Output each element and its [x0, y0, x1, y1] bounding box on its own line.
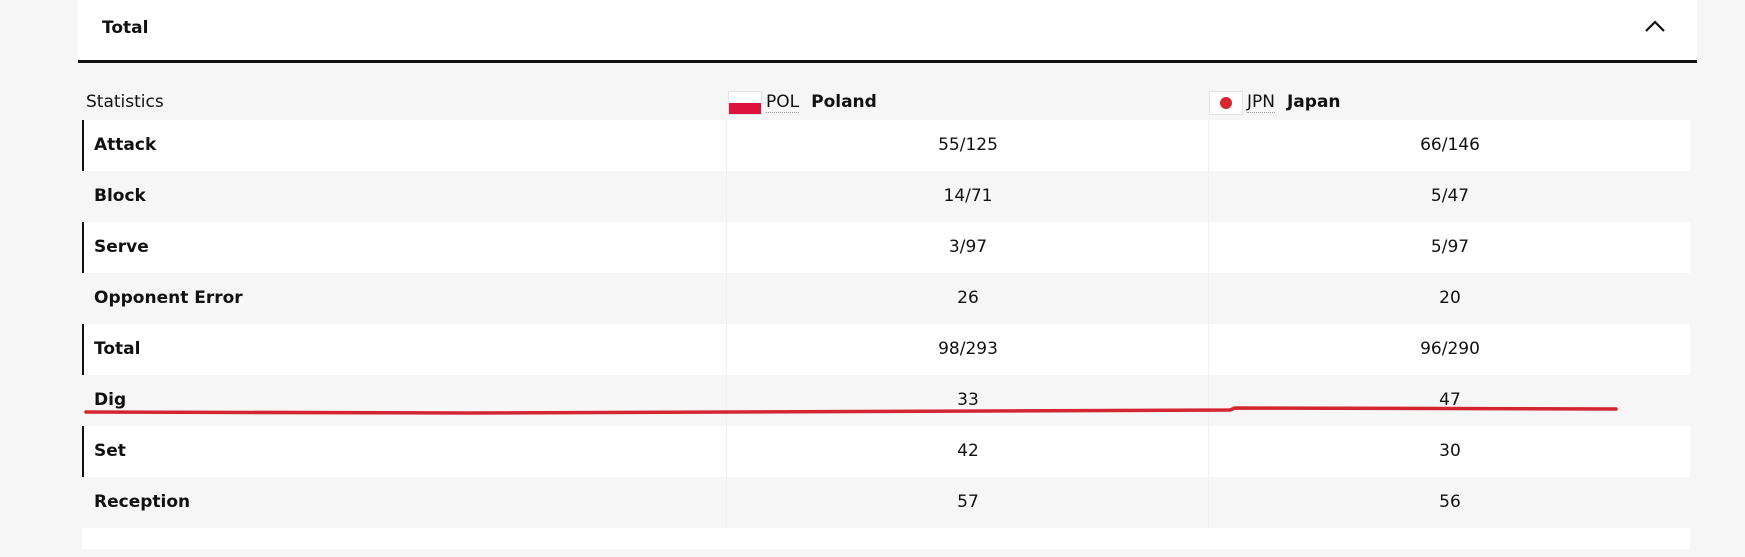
stat-value: 20 — [1208, 273, 1691, 324]
stat-name: Block — [94, 186, 146, 206]
stat-value: 47 — [1208, 375, 1691, 426]
stat-value: 96/290 — [1208, 324, 1691, 375]
stat-value: 3/97 — [726, 222, 1209, 273]
stat-value: 14/71 — [726, 171, 1209, 222]
stat-value: 42 — [726, 426, 1209, 477]
table-header: Statistics POL Poland JPN Japan — [82, 84, 1690, 118]
stat-value: 98/293 — [726, 324, 1209, 375]
stat-value: 55/125 — [726, 120, 1209, 171]
stat-name: Total — [94, 339, 141, 359]
stat-name: Set — [94, 441, 126, 461]
stat-name: Opponent Error — [94, 288, 243, 308]
stat-value: 66/146 — [1208, 120, 1691, 171]
table-row: Attack 55/125 66/146 — [82, 120, 1690, 171]
column-header: Statistics — [86, 92, 164, 112]
table-row: Total 98/293 96/290 — [82, 324, 1690, 375]
stat-value: 5/47 — [1208, 171, 1691, 222]
stat-value: 26 — [726, 273, 1209, 324]
team-code: POL — [766, 92, 800, 113]
section-header[interactable]: Total — [78, 0, 1697, 63]
table-row: Dig 33 47 — [82, 375, 1690, 426]
stat-value: 57 — [726, 477, 1209, 528]
stat-value: 5/97 — [1208, 222, 1691, 273]
collapse-icon[interactable] — [1643, 18, 1667, 34]
table-row: Reception 57 56 — [82, 477, 1690, 528]
table-row: Serve 3/97 5/97 — [82, 222, 1690, 273]
stat-name: Reception — [94, 492, 191, 512]
team-name: Poland — [811, 92, 877, 112]
table-footer — [82, 528, 1690, 549]
stat-value: 30 — [1208, 426, 1691, 477]
flag-poland — [729, 92, 761, 114]
stat-value: 56 — [1208, 477, 1691, 528]
team-header: JPN Japan — [1247, 92, 1341, 113]
stat-value: 33 — [726, 375, 1209, 426]
team-header: POL Poland — [766, 92, 877, 113]
section-title: Total — [102, 18, 149, 38]
team-code: JPN — [1247, 92, 1275, 113]
flag-japan — [1210, 92, 1242, 114]
stat-name: Serve — [94, 237, 149, 257]
table-row: Set 42 30 — [82, 426, 1690, 477]
table-body: Attack 55/125 66/146 Block 14/71 5/47 Serve 3/9… — [82, 120, 1690, 528]
stat-name: Attack — [94, 135, 157, 155]
stat-name: Dig — [94, 390, 127, 410]
table-row: Opponent Error 26 20 — [82, 273, 1690, 324]
table-row: Block 14/71 5/47 — [82, 171, 1690, 222]
team-name: Japan — [1286, 92, 1341, 112]
